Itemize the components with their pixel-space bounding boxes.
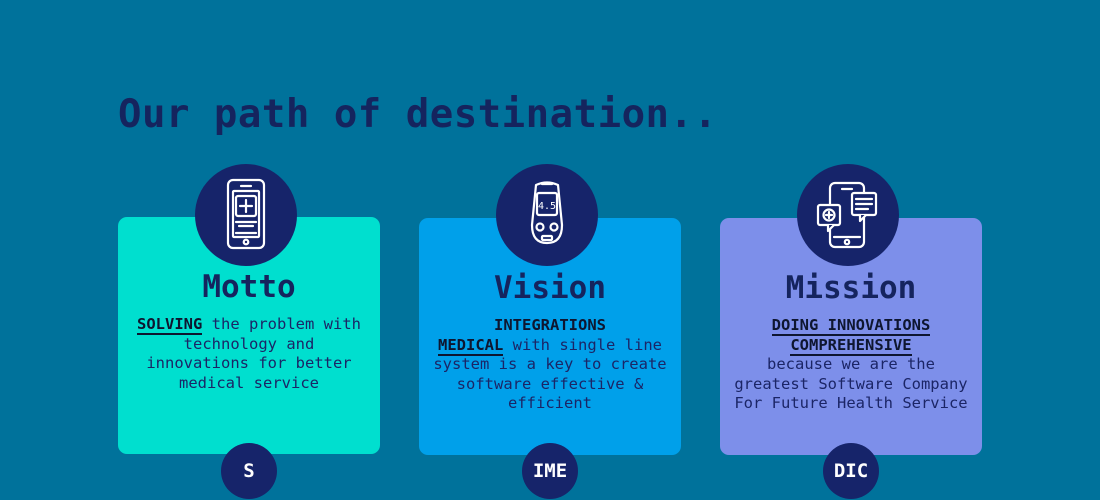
vision-keyword-line1: INTEGRATIONS (494, 316, 606, 334)
vision-text: INTEGRATIONS MEDICAL with single line sys… (429, 316, 671, 414)
vision-icon-circle: 4.5 (496, 164, 598, 266)
mission-keyword-line2: COMPREHENSIVE (790, 335, 912, 356)
mission-title: Mission (785, 270, 917, 306)
svg-text:4.5: 4.5 (538, 201, 556, 212)
motto-title: Motto (202, 269, 296, 305)
motto-badge: S (221, 443, 277, 499)
telemedicine-icon (816, 181, 878, 249)
mission-description: because we are the greatest Software Com… (734, 355, 968, 412)
mission-icon-circle (797, 164, 899, 266)
mission-text: DOING INNOVATIONS COMPREHENSIVE because we… (730, 316, 972, 414)
vision-title: Vision (494, 270, 606, 306)
motto-description: the problem with technology and innovati… (146, 315, 361, 392)
glucose-meter-icon: 4.5 (530, 181, 564, 245)
motto-text: SOLVING the problem with technology and … (128, 315, 370, 393)
mission-keyword-line1: DOING INNOVATIONS (771, 316, 931, 336)
vision-description: with single line system is a key to crea… (433, 335, 667, 413)
vision-badge: IME (522, 443, 578, 499)
vision-keyword-line2: MEDICAL (438, 335, 504, 356)
mission-card: Mission DOING INNOVATIONS COMPREHENSIVE be… (720, 218, 982, 455)
page-title: Our path of destination.. (118, 92, 718, 137)
mission-badge: DIC (823, 443, 879, 499)
smartphone-medical-icon (226, 178, 266, 250)
motto-keyword: SOLVING (137, 315, 203, 335)
motto-icon-circle (195, 164, 297, 266)
